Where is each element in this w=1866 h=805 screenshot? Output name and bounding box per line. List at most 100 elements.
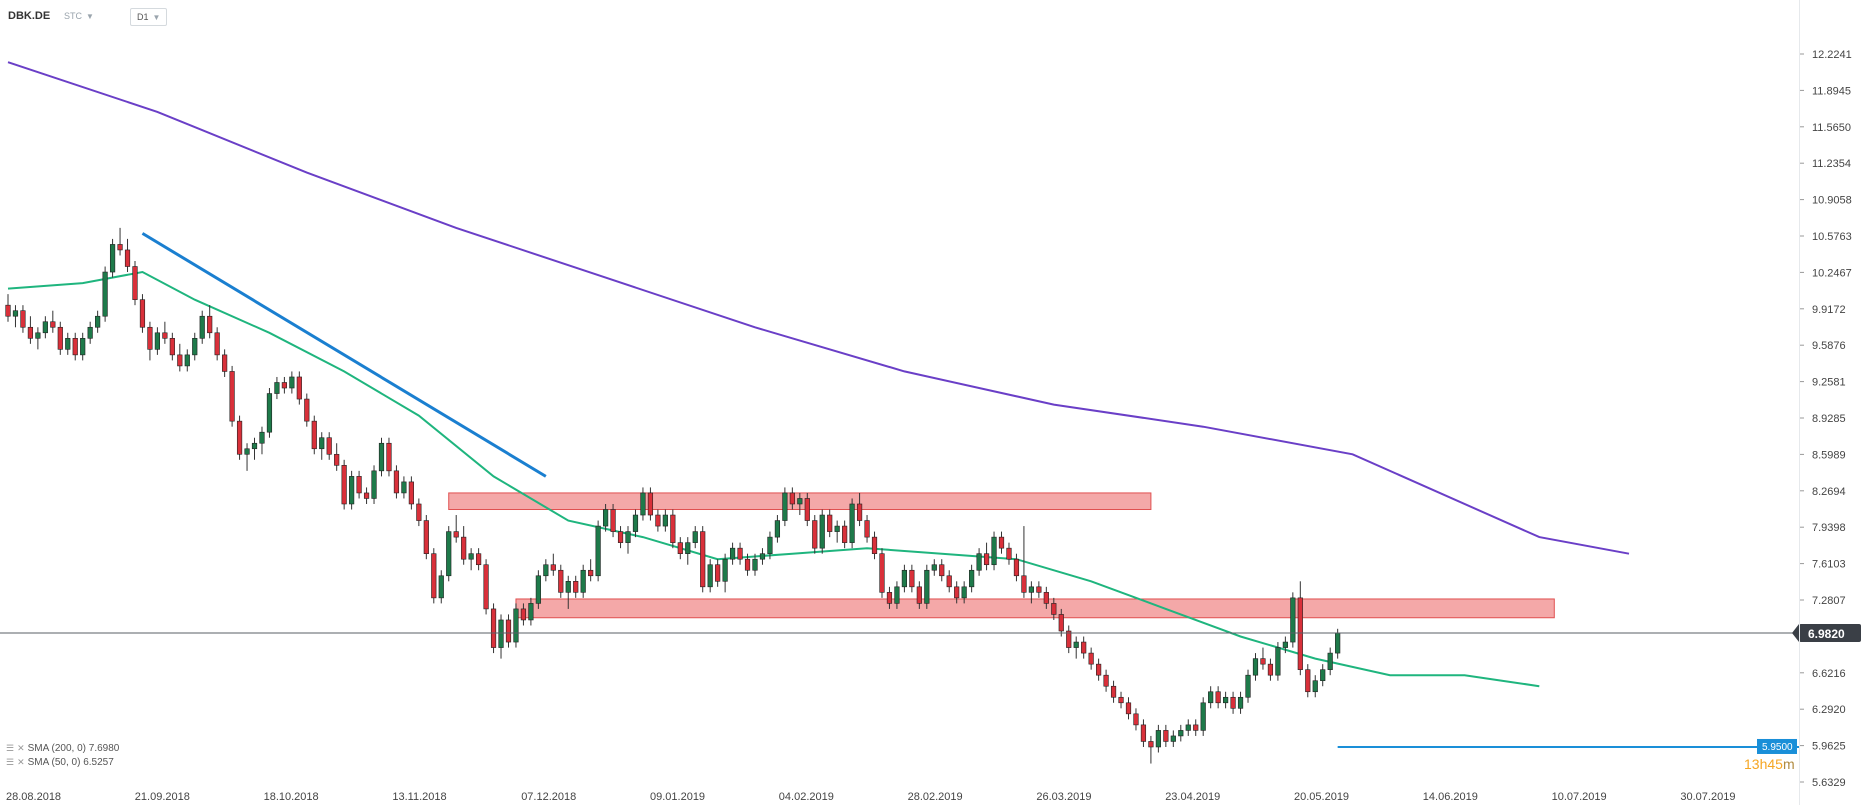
candle	[991, 531, 997, 571]
candle	[909, 564, 915, 593]
candle	[849, 498, 855, 549]
candle	[931, 559, 937, 576]
candle	[1036, 581, 1042, 598]
chart-type-selector[interactable]: STC ▼	[64, 6, 94, 26]
candle-body-bull	[259, 431, 265, 444]
candle	[677, 537, 683, 560]
candle-body-bull	[1170, 735, 1176, 742]
candle-body-bull	[1252, 658, 1259, 676]
y-tick-label: 11.2354	[1812, 158, 1851, 170]
close-icon[interactable]: ✕	[17, 743, 25, 753]
candle-body-bull	[580, 569, 586, 593]
y-tick-label: 12.2241	[1812, 49, 1852, 61]
candle	[423, 515, 429, 560]
candle-body-bear	[476, 553, 482, 566]
candle-body-bull	[1237, 696, 1244, 709]
candle	[393, 465, 400, 499]
candle-body-bull	[438, 575, 444, 599]
legend-sma50[interactable]: ☰ ✕ SMA (50, 0) 6.5257	[6, 757, 114, 768]
candle-body-bull	[109, 244, 116, 273]
candle-body-bull	[819, 514, 825, 549]
candle-body-bear	[1193, 724, 1199, 731]
candle-body-bear	[236, 420, 243, 455]
candle	[1178, 724, 1184, 742]
candle-body-bear	[827, 514, 833, 532]
candle	[207, 305, 213, 339]
candle-body-bear	[386, 442, 392, 472]
candle	[154, 327, 161, 355]
x-tick-label: 23.04.2019	[1165, 791, 1220, 803]
candle	[573, 575, 579, 598]
candle-body-bull	[1073, 641, 1079, 648]
candle-body-bear	[20, 310, 26, 328]
candle-body-bull	[1208, 691, 1214, 704]
candle-body-bear	[1051, 603, 1057, 615]
timer-minutes: 45	[1767, 756, 1783, 772]
y-tick-label: 8.9285	[1812, 413, 1846, 425]
sma200-line[interactable]	[7, 61, 1630, 555]
candle	[20, 305, 26, 333]
candle	[1013, 553, 1020, 582]
candle-body-bull	[80, 338, 86, 356]
candle-body-bear	[1267, 663, 1274, 676]
candle	[87, 321, 93, 344]
candle-body-bull	[685, 542, 691, 554]
candle-body-bear	[117, 244, 123, 251]
candle	[513, 603, 519, 648]
candle	[177, 343, 183, 372]
candle-body-bull	[289, 376, 295, 389]
settings-icon[interactable]: ☰	[6, 757, 15, 767]
candle	[535, 570, 541, 609]
settings-icon[interactable]: ☰	[6, 743, 15, 753]
candle	[1297, 581, 1303, 676]
candle-body-bear	[326, 437, 332, 455]
close-icon[interactable]: ✕	[17, 757, 25, 767]
candle	[1208, 686, 1214, 709]
candle-body-bull	[266, 393, 273, 433]
timer-minutes-unit: m	[1783, 756, 1795, 772]
candle-body-bull	[35, 332, 41, 339]
candle-body-bear	[864, 520, 870, 538]
candle-body-bear	[1110, 685, 1117, 698]
candle	[588, 559, 594, 582]
candle-body-bull	[192, 338, 198, 356]
candle	[1155, 724, 1161, 753]
symbol-label[interactable]: DBK.DE	[8, 6, 50, 26]
trendline[interactable]	[141, 232, 547, 478]
candle-body-bear	[1021, 575, 1027, 593]
candle-body-bull	[632, 514, 639, 532]
candle	[946, 570, 952, 593]
candle-body-bull	[640, 492, 646, 516]
candle-body-bull	[707, 564, 713, 588]
support-price-value: 5.9500	[1762, 742, 1793, 753]
candle	[1148, 735, 1154, 764]
candle-body-bear	[983, 553, 990, 566]
candle	[356, 470, 362, 499]
resistance-zone-2[interactable]	[515, 598, 1555, 619]
candle-body-bear	[50, 321, 56, 328]
legend-sma200[interactable]: ☰ ✕ SMA (200, 0) 7.6980	[6, 743, 119, 754]
candle-body-bear	[520, 608, 527, 621]
candle-body-bull	[513, 608, 519, 643]
candle	[124, 238, 131, 273]
candle	[1312, 675, 1318, 698]
candle-body-bull	[102, 271, 108, 317]
candle-body-bear	[677, 542, 683, 554]
candle-body-bear	[558, 569, 564, 593]
timeframe-selector[interactable]: D1 ▼	[130, 8, 168, 26]
candle-body-bull	[595, 525, 601, 577]
candle-body-bull	[1275, 647, 1281, 676]
candle-body-bull	[834, 525, 840, 532]
sma50-line[interactable]	[7, 270, 1540, 688]
candle	[349, 470, 355, 510]
candle-body-bull	[535, 575, 541, 604]
candle	[901, 564, 907, 593]
candle-body-bull	[1185, 724, 1191, 731]
candle	[490, 603, 497, 654]
candle	[595, 520, 601, 582]
candle	[505, 614, 512, 648]
candle-body-bull	[774, 520, 781, 538]
y-tick-label: 5.9625	[1812, 741, 1846, 753]
